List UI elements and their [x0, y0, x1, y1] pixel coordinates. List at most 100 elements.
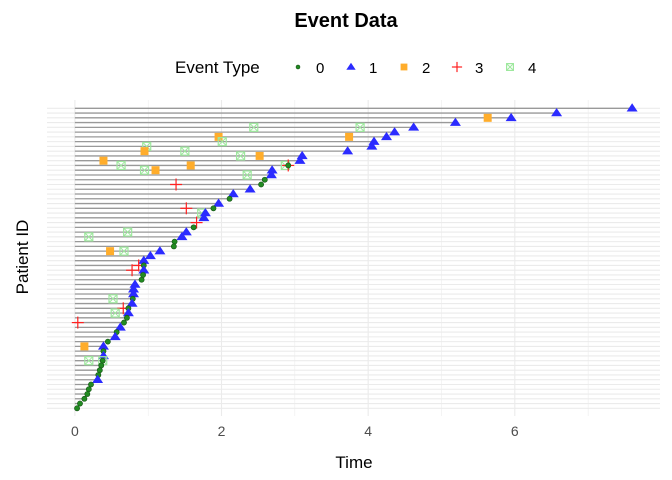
boxed-x-marker-event-4 — [84, 232, 94, 242]
square-marker-event-2 — [99, 156, 108, 165]
x-tick-label: 0 — [71, 423, 79, 439]
boxed-x-marker-event-4 — [108, 294, 118, 304]
boxed-x-marker-event-4 — [242, 170, 252, 180]
x2 — [84, 356, 94, 366]
circle-marker-event-0 — [98, 362, 105, 369]
y-axis-label: Patient ID — [13, 220, 32, 295]
x2 — [242, 170, 252, 180]
plus-marker-event-3 — [71, 316, 84, 329]
triangle-marker-event-1 — [138, 255, 150, 264]
legend-label: 0 — [316, 60, 324, 77]
triangle-marker-event-1 — [92, 374, 104, 383]
circle-marker-event-0 — [171, 238, 178, 245]
circle-marker-event-0 — [104, 338, 111, 345]
triangle-marker-event-1 — [368, 136, 380, 145]
square-marker-event-2 — [151, 166, 160, 175]
square-marker-event-2 — [214, 132, 223, 141]
x-tick-label: 4 — [364, 423, 372, 439]
circle-marker-event-0 — [190, 224, 197, 231]
triangle-marker-event-1 — [380, 131, 392, 141]
legend-entry-3: 3 — [451, 60, 483, 77]
square-marker-event-2 — [140, 147, 149, 156]
box — [84, 232, 94, 242]
boxed-x-marker-event-4 — [235, 151, 246, 161]
circle-marker-event-0 — [258, 181, 265, 188]
x2 — [249, 122, 259, 132]
box — [110, 308, 120, 318]
circle-marker-event-0 — [261, 176, 268, 183]
boxed-x-marker-event-4 — [217, 137, 227, 147]
circle-marker-event-0 — [84, 391, 91, 397]
triangle-marker-event-1 — [244, 184, 256, 193]
plus-marker-event-3 — [170, 178, 183, 191]
boxed-x-marker-event-4 — [84, 356, 94, 366]
x-axis-ticks: 0 2 4 6 — [71, 423, 519, 439]
box — [108, 294, 118, 304]
box — [355, 122, 365, 132]
x2 — [108, 294, 118, 304]
triangle-marker-event-1 — [198, 212, 210, 222]
square-marker-event-2 — [483, 113, 492, 122]
triangle-marker-event-1 — [128, 284, 140, 293]
circle-marker-event-0 — [295, 64, 301, 70]
x-tick-label: 6 — [511, 423, 519, 439]
circle-marker-event-0 — [121, 319, 127, 326]
x2 — [506, 63, 514, 71]
box — [249, 122, 259, 132]
triangle-marker-event-1 — [296, 150, 308, 160]
box — [235, 151, 246, 161]
event-marks — [71, 103, 638, 412]
plus-marker-event-3 — [180, 202, 193, 215]
triangle-marker-event-1 — [408, 122, 420, 131]
triangle-marker-event-1 — [346, 62, 356, 70]
x2 — [180, 146, 190, 156]
x-tick-label: 2 — [218, 423, 226, 439]
triangle-marker-event-1 — [129, 279, 141, 288]
square-marker-event-2 — [106, 247, 115, 256]
boxed-x-marker-event-4 — [110, 308, 120, 318]
boxed-x-marker-event-4 — [506, 62, 515, 71]
circle-marker-event-0 — [85, 386, 92, 393]
box — [242, 170, 252, 180]
circle-marker-event-0 — [96, 367, 103, 374]
triangle-marker-event-1 — [144, 250, 156, 260]
circle-marker-event-0 — [140, 272, 146, 278]
legend-entry-1: 1 — [346, 60, 377, 77]
square-marker-event-2 — [345, 132, 354, 141]
x2 — [116, 161, 126, 170]
x2 — [110, 308, 120, 318]
x2 — [217, 137, 227, 146]
boxed-x-marker-event-4 — [249, 122, 259, 132]
legend-entry-0: 0 — [295, 60, 324, 77]
circle-marker-event-0 — [210, 205, 217, 212]
triangle-marker-event-1 — [266, 165, 278, 174]
x2 — [236, 151, 245, 161]
triangle-marker-event-1 — [213, 198, 225, 207]
x2 — [119, 246, 129, 256]
square-marker-event-2 — [255, 151, 264, 160]
boxed-x-marker-event-4 — [139, 165, 150, 175]
triangle-marker-event-1 — [126, 298, 138, 307]
chart-title: Event Data — [294, 10, 398, 32]
plot-panel — [47, 100, 660, 416]
legend: Event Type 0 1 2 3 4 — [175, 58, 536, 77]
square-marker-event-2 — [400, 63, 408, 71]
box — [123, 227, 133, 237]
triangle-marker-event-1 — [626, 103, 638, 112]
box — [116, 160, 126, 171]
plus-marker-event-3 — [451, 61, 463, 73]
square-marker-event-2 — [80, 342, 89, 351]
legend-label: 2 — [422, 60, 430, 77]
box — [119, 246, 129, 256]
triangle-marker-event-1 — [389, 127, 401, 136]
triangle-marker-event-1 — [366, 141, 378, 150]
box — [506, 62, 515, 71]
triangle-marker-event-1 — [128, 289, 140, 298]
triangle-marker-event-1 — [199, 208, 211, 217]
triangle-marker-event-1 — [154, 246, 166, 255]
triangle-marker-event-1 — [122, 308, 134, 317]
triangle-marker-event-1 — [114, 322, 126, 331]
circle-marker-event-0 — [99, 357, 106, 364]
box — [84, 356, 94, 366]
triangle-marker-event-1 — [342, 146, 354, 155]
